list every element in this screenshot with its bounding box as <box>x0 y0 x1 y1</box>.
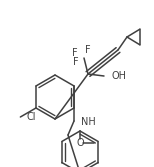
Text: F: F <box>73 57 79 67</box>
Text: F: F <box>85 45 91 55</box>
Text: NH: NH <box>81 117 96 127</box>
Text: O: O <box>76 138 84 148</box>
Text: Cl: Cl <box>26 112 36 122</box>
Text: F: F <box>72 48 78 58</box>
Text: OH: OH <box>112 71 127 81</box>
